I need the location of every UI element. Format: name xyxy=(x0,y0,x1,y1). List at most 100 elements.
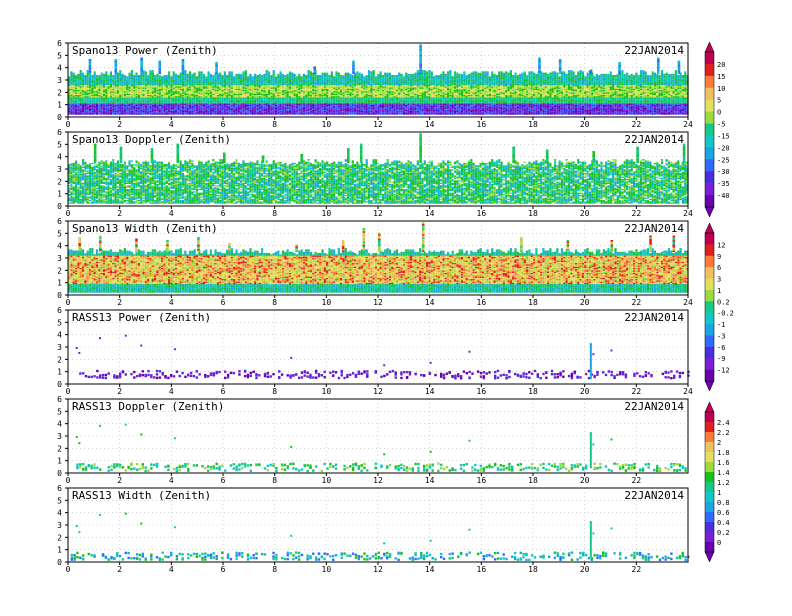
data-cell xyxy=(289,102,291,103)
data-cell xyxy=(121,107,123,108)
data-cell xyxy=(98,80,100,81)
data-cell xyxy=(170,113,172,114)
data-cell xyxy=(282,94,284,95)
data-cell xyxy=(96,79,98,80)
data-cell xyxy=(80,71,82,72)
data-cell xyxy=(212,103,214,104)
data-cell xyxy=(101,81,103,82)
data-cell xyxy=(98,78,100,79)
data-cell xyxy=(103,107,105,108)
data-cell xyxy=(368,89,370,90)
data-cell xyxy=(128,75,130,76)
data-cell xyxy=(77,82,79,83)
data-cell xyxy=(159,80,161,81)
data-cell xyxy=(121,97,123,98)
data-cell xyxy=(131,108,133,109)
data-cell xyxy=(282,91,284,92)
data-cell xyxy=(201,78,203,79)
data-cell xyxy=(377,89,379,90)
data-cell xyxy=(335,108,337,109)
data-cell xyxy=(338,90,340,91)
data-cell xyxy=(354,103,356,104)
data-cell xyxy=(294,112,296,113)
data-cell xyxy=(398,87,400,88)
data-cell xyxy=(212,96,214,97)
data-cell xyxy=(298,75,300,76)
data-cell xyxy=(126,89,128,90)
data-cell xyxy=(170,106,172,107)
data-cell xyxy=(403,103,405,104)
data-cell xyxy=(187,96,189,97)
data-cell xyxy=(131,81,133,82)
data-cell xyxy=(268,91,270,92)
data-cell xyxy=(245,80,247,81)
data-cell xyxy=(217,100,219,101)
data-cell xyxy=(110,103,112,104)
data-cell xyxy=(170,108,172,109)
data-cell xyxy=(156,112,158,113)
data-cell xyxy=(175,107,177,108)
data-cell xyxy=(282,82,284,83)
data-cell xyxy=(149,89,151,90)
data-cell xyxy=(145,90,147,91)
data-cell xyxy=(296,113,298,114)
data-cell xyxy=(82,107,84,108)
data-cell xyxy=(115,111,117,112)
data-cell xyxy=(314,99,316,100)
data-cell xyxy=(394,100,396,101)
data-cell xyxy=(252,111,254,112)
data-cell xyxy=(324,97,326,98)
data-cell xyxy=(338,87,340,88)
data-cell xyxy=(201,71,203,72)
data-cell xyxy=(338,82,340,83)
data-cell xyxy=(191,105,193,106)
data-cell xyxy=(403,97,405,98)
data-cell xyxy=(259,85,261,86)
data-cell xyxy=(352,85,354,86)
data-cell xyxy=(168,107,170,108)
data-cell xyxy=(161,90,163,91)
data-cell xyxy=(387,78,389,79)
data-cell xyxy=(194,76,196,77)
data-cell xyxy=(94,108,96,109)
data-cell xyxy=(210,100,212,101)
data-cell xyxy=(282,96,284,97)
data-cell xyxy=(235,112,237,113)
data-cell xyxy=(301,90,303,91)
data-cell xyxy=(112,113,114,114)
data-cell xyxy=(294,87,296,88)
data-cell xyxy=(75,79,77,80)
data-cell xyxy=(389,97,391,98)
data-cell xyxy=(326,97,328,98)
data-cell xyxy=(82,85,84,86)
data-cell xyxy=(394,79,396,80)
data-cell xyxy=(124,95,126,96)
data-cell xyxy=(252,103,254,104)
data-cell xyxy=(149,81,151,82)
data-cell xyxy=(117,96,119,97)
data-cell xyxy=(326,90,328,91)
data-cell xyxy=(103,86,105,87)
data-cell xyxy=(331,73,333,74)
data-cell xyxy=(275,80,277,81)
data-cell xyxy=(396,86,398,87)
data-cell xyxy=(208,103,210,104)
data-cell xyxy=(368,94,370,95)
data-cell xyxy=(380,97,382,98)
data-cell xyxy=(187,97,189,98)
data-cell xyxy=(231,71,233,72)
data-cell xyxy=(326,80,328,81)
data-cell xyxy=(277,90,279,91)
data-cell xyxy=(161,76,163,77)
data-cell xyxy=(296,86,298,87)
data-cell xyxy=(384,81,386,82)
data-cell xyxy=(226,78,228,79)
data-cell xyxy=(196,90,198,91)
data-cell xyxy=(289,112,291,113)
data-cell xyxy=(289,100,291,101)
data-cell xyxy=(131,92,133,93)
data-cell xyxy=(380,102,382,103)
data-cell xyxy=(331,76,333,77)
data-cell xyxy=(149,110,151,111)
data-cell xyxy=(410,84,412,85)
